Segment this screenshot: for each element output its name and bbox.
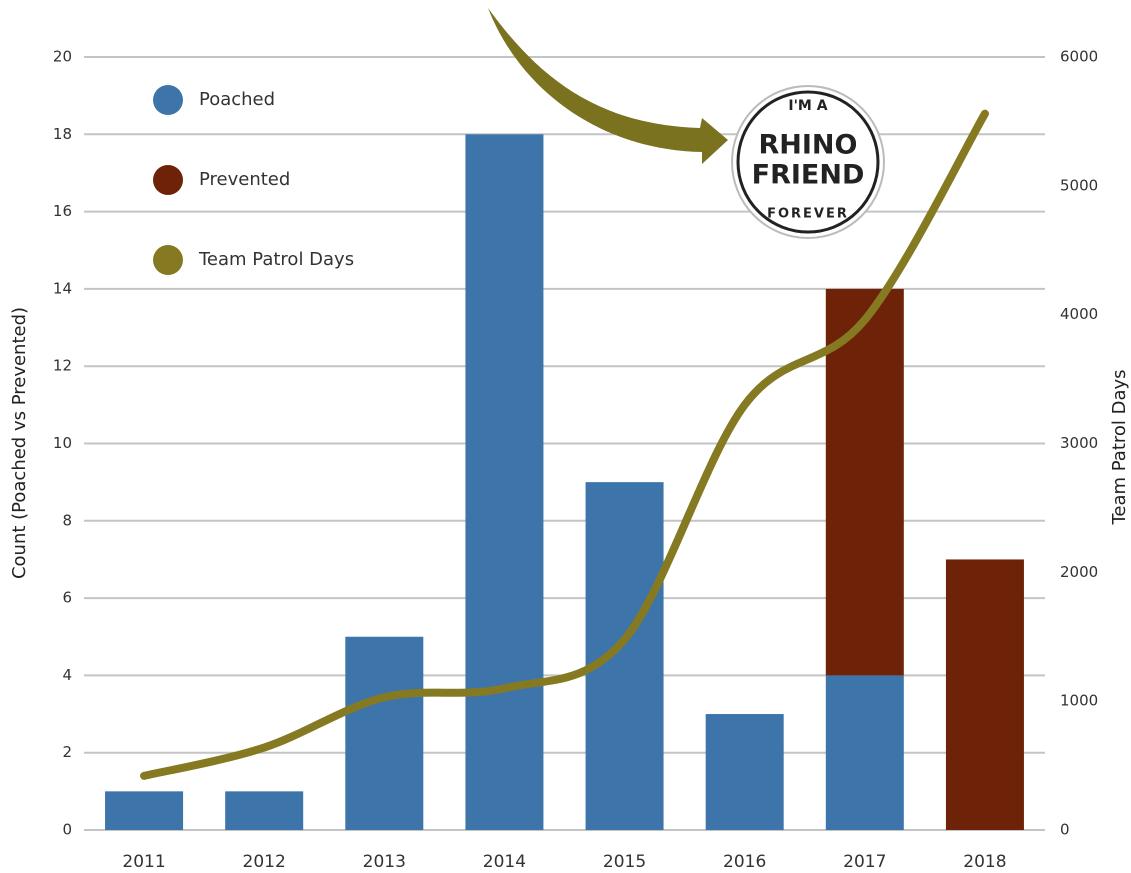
x-tick-label: 2017 (843, 852, 886, 872)
x-tick-label: 2013 (363, 852, 406, 872)
y-tick-label: 14 (53, 279, 72, 297)
badge-line1: RHINO (759, 130, 858, 161)
arrow-shape (488, 8, 728, 164)
bar (825, 675, 904, 830)
x-tick-label: 2011 (122, 852, 165, 872)
legend-label: Team Patrol Days (198, 249, 354, 270)
y-tick-label: 2 (62, 743, 72, 761)
y-tick-label: 8 (62, 511, 72, 529)
bar (945, 559, 1024, 830)
y-tick-label: 4 (62, 666, 72, 684)
legend-marker (153, 165, 183, 195)
bar (105, 791, 184, 830)
legend-label: Prevented (199, 169, 290, 190)
y-tick-label: 16 (53, 202, 72, 220)
x-tick-label: 2018 (963, 852, 1006, 872)
x-tick-label: 2015 (603, 852, 646, 872)
legend-label: Poached (199, 89, 275, 110)
bar (225, 791, 304, 830)
y-tick-label: 20 (53, 48, 72, 66)
y2-tick-label: 2000 (1060, 563, 1098, 581)
x-tick-label: 2014 (483, 852, 526, 872)
y2-tick-label: 1000 (1060, 692, 1098, 710)
arrow (488, 8, 728, 164)
y-axis-title: Count (Poached vs Prevented) (9, 307, 30, 579)
y2-tick-label: 3000 (1060, 434, 1098, 452)
bar (585, 482, 664, 830)
y-tick-label: 6 (62, 589, 72, 607)
y-tick-label: 12 (53, 357, 72, 375)
line (140, 109, 989, 780)
legend-marker (153, 85, 183, 115)
bar (825, 288, 904, 676)
y-tick-label: 18 (53, 125, 72, 143)
legend-marker (153, 245, 183, 275)
x-tick-label: 2012 (243, 852, 286, 872)
y2-tick-label: 0 (1060, 821, 1070, 839)
bars (105, 134, 1024, 831)
badge-bottom: FOREVER (767, 207, 849, 222)
y2-tick-label: 4000 (1060, 305, 1098, 323)
bar (465, 134, 544, 831)
y2-axis-title: Team Patrol Days (1109, 369, 1130, 525)
bar (705, 714, 784, 830)
y-tick-label: 0 (62, 821, 72, 839)
badge-top: I'M A (788, 98, 827, 114)
y-tick-label: 10 (53, 434, 72, 452)
y2-tick-label: 6000 (1060, 48, 1098, 66)
badge-line2: FRIEND (752, 160, 865, 191)
bar (345, 636, 424, 830)
badge: I'M A RHINO FRIEND FOREVER (731, 85, 885, 239)
badge-ring (736, 90, 880, 234)
x-tick-label: 2016 (723, 852, 766, 872)
y2-tick-label: 5000 (1060, 176, 1098, 194)
